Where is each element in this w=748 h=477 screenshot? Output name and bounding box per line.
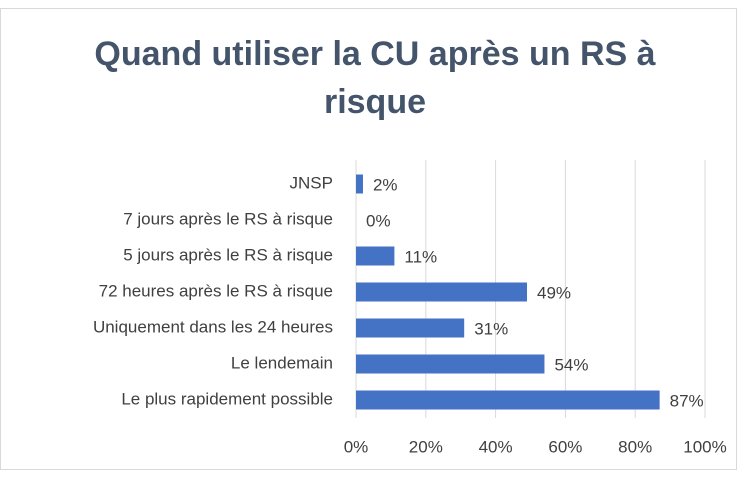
y-tick-label: Le plus rapidement possible: [121, 389, 333, 408]
data-label: 2%: [373, 175, 398, 194]
y-tick-label: JNSP: [290, 173, 333, 192]
x-tick-label: 20%: [409, 437, 443, 456]
bar: [356, 390, 660, 410]
data-label: 87%: [670, 391, 704, 410]
bar: [356, 354, 545, 374]
x-tick-label: 60%: [548, 437, 582, 456]
y-tick-label: 72 heures après le RS à risque: [99, 281, 333, 300]
bar: [356, 318, 465, 338]
x-tick-label: 0%: [344, 437, 369, 456]
chart-title: Quand utiliser la CU après un RS à risqu…: [94, 35, 656, 121]
data-label: 31%: [474, 319, 508, 338]
data-label: 11%: [404, 247, 437, 266]
bar: [356, 246, 395, 266]
x-tick-label: 100%: [683, 437, 726, 456]
data-label: 0%: [366, 211, 391, 230]
y-tick-label: Uniquement dans les 24 heures: [93, 317, 333, 336]
y-tick-label: Le lendemain: [231, 353, 333, 372]
data-label: 49%: [537, 283, 571, 302]
x-tick-label: 40%: [479, 437, 513, 456]
y-tick-label: 7 jours après le RS à risque: [123, 209, 333, 228]
bar: [356, 174, 363, 194]
bar: [356, 282, 528, 302]
chart-border: [0, 8, 737, 470]
y-tick-label: 5 jours après le RS à risque: [123, 245, 333, 264]
x-tick-label: 80%: [618, 437, 652, 456]
data-label: 54%: [554, 355, 588, 374]
